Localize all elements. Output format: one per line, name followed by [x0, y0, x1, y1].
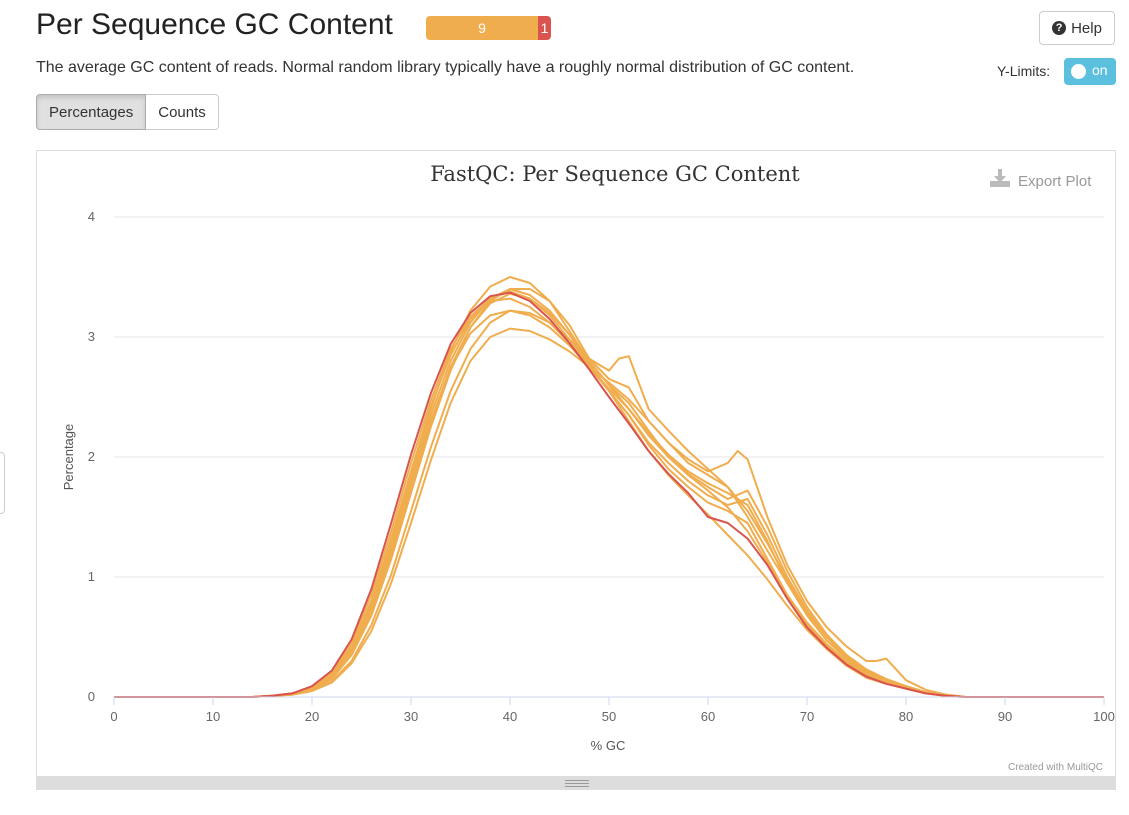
- x-tick-label: 70: [800, 709, 814, 724]
- plot-container: FastQC: Per Sequence GC Content Export P…: [36, 150, 1116, 790]
- status-pass-count[interactable]: 9: [426, 16, 538, 40]
- section-description: The average GC content of reads. Normal …: [36, 59, 855, 76]
- toggle-state: on: [1092, 62, 1108, 78]
- ylimits-toggle[interactable]: on: [1064, 58, 1116, 85]
- y-tick-label: 0: [88, 689, 95, 704]
- counts-button[interactable]: Counts: [146, 94, 219, 130]
- x-tick-label: 40: [503, 709, 517, 724]
- multiqc-credit: Created with MultiQC: [1008, 762, 1103, 773]
- y-tick-label: 1: [88, 569, 95, 584]
- gc-content-chart: FastQC: Per Sequence GC Content Export P…: [61, 162, 1115, 773]
- question-circle-icon: ?: [1052, 21, 1067, 35]
- status-fail-count[interactable]: 1: [538, 16, 551, 40]
- series-line-7[interactable]: [114, 292, 1104, 698]
- download-icon: [990, 169, 1010, 187]
- series-line-10[interactable]: [114, 291, 1104, 698]
- percentages-button[interactable]: Percentages: [36, 94, 147, 130]
- series-line-1[interactable]: [114, 290, 1104, 698]
- y-tick-label: 2: [88, 449, 95, 464]
- x-tick-label: 10: [206, 709, 220, 724]
- x-tick-label: 0: [110, 709, 117, 724]
- y-axis-label: Percentage: [61, 424, 76, 491]
- ylimits-label: Y-Limits:: [997, 63, 1051, 79]
- series-line-8[interactable]: [114, 297, 1104, 698]
- series-line-6[interactable]: [114, 288, 1104, 698]
- toggle-knob: [1071, 64, 1086, 79]
- series-line-2[interactable]: [114, 276, 1104, 698]
- export-plot-button[interactable]: Export Plot: [990, 169, 1092, 190]
- grip-icon: [565, 780, 589, 787]
- y-tick-label: 3: [88, 329, 95, 344]
- x-tick-label: 20: [305, 709, 319, 724]
- x-tick-label: 60: [701, 709, 715, 724]
- status-bar[interactable]: 9 1: [426, 16, 551, 40]
- export-plot-label: Export Plot: [1018, 173, 1092, 190]
- x-tick-label: 30: [404, 709, 418, 724]
- side-panel-handle[interactable]: [0, 452, 5, 514]
- x-axis-label: % GC: [591, 738, 626, 753]
- plot-resize-handle[interactable]: [36, 776, 1116, 789]
- series-line-9[interactable]: [114, 309, 1104, 698]
- series-line-4[interactable]: [114, 309, 1104, 698]
- y-tick-label: 4: [88, 209, 95, 224]
- series-line-3[interactable]: [114, 288, 1104, 698]
- x-tick-label: 100: [1093, 709, 1115, 724]
- chart-title: FastQC: Per Sequence GC Content: [430, 162, 800, 186]
- x-tick-label: 90: [998, 709, 1012, 724]
- help-button[interactable]: ? Help: [1039, 11, 1115, 45]
- view-toggle-group: Percentages Counts: [36, 94, 219, 130]
- x-tick-label: 50: [602, 709, 616, 724]
- help-button-label: Help: [1071, 19, 1102, 37]
- page-title: Per Sequence GC Content: [36, 8, 393, 41]
- x-tick-label: 80: [899, 709, 913, 724]
- series-line-5[interactable]: [114, 327, 1104, 698]
